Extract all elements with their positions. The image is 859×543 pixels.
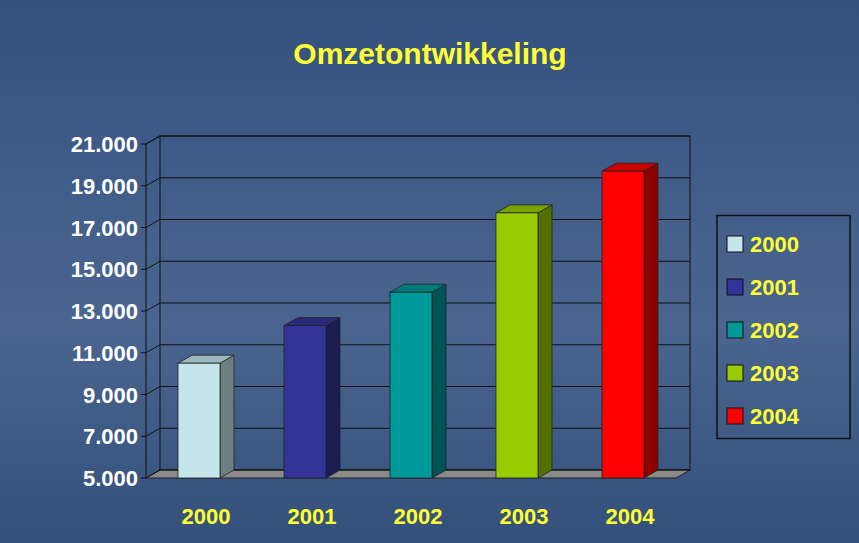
tick-mark bbox=[141, 311, 146, 312]
grid-line-side bbox=[146, 387, 160, 395]
bar-top bbox=[496, 205, 552, 213]
legend-swatch bbox=[727, 279, 743, 295]
legend-label: 2000 bbox=[750, 232, 799, 257]
legend-label: 2004 bbox=[750, 404, 800, 429]
y-tick-label: 15.000 bbox=[71, 257, 138, 282]
grid-line-side bbox=[146, 428, 160, 436]
tick-mark bbox=[141, 269, 146, 270]
x-tick-label: 2004 bbox=[606, 504, 656, 529]
bar bbox=[390, 292, 432, 478]
y-tick-label: 13.000 bbox=[71, 299, 138, 324]
y-tick-label: 17.000 bbox=[71, 216, 138, 241]
grid-line-side bbox=[146, 136, 160, 144]
y-tick-label: 19.000 bbox=[71, 174, 138, 199]
wall-edge bbox=[146, 136, 160, 144]
bar-top bbox=[390, 284, 446, 292]
legend-label: 2003 bbox=[750, 361, 799, 386]
grid-line bbox=[160, 136, 690, 137]
legend-swatch bbox=[727, 236, 743, 252]
grid-line-side bbox=[146, 220, 160, 228]
tick-mark bbox=[141, 227, 146, 228]
grid-line-side bbox=[146, 261, 160, 269]
bar-side bbox=[644, 163, 658, 478]
x-tick-label: 2001 bbox=[288, 504, 337, 529]
bar-top bbox=[602, 163, 658, 171]
y-tick-label: 21.000 bbox=[71, 132, 138, 157]
tick-mark bbox=[141, 478, 146, 479]
tick-mark bbox=[141, 436, 146, 437]
legend-box bbox=[717, 216, 850, 439]
y-tick-label: 7.000 bbox=[83, 424, 138, 449]
bar-side bbox=[538, 205, 552, 478]
y-tick-label: 5.000 bbox=[83, 466, 138, 491]
background bbox=[0, 0, 859, 543]
legend-swatch bbox=[727, 365, 743, 381]
bar-side bbox=[326, 318, 340, 478]
legend-swatch bbox=[727, 322, 743, 338]
bars bbox=[178, 163, 658, 478]
chart-title: Omzetontwikkeling bbox=[293, 37, 566, 70]
bar-top bbox=[284, 318, 340, 326]
legend-swatch bbox=[727, 408, 743, 424]
bar-side bbox=[220, 355, 234, 478]
bar bbox=[602, 171, 644, 478]
legend-label: 2002 bbox=[750, 318, 799, 343]
chart: Omzetontwikkeling 5.000 7.000 9.000 11.000 13… bbox=[0, 0, 859, 543]
bar bbox=[496, 213, 538, 478]
grid-line-side bbox=[146, 345, 160, 353]
bar bbox=[284, 326, 326, 478]
tick-mark bbox=[141, 394, 146, 395]
grid-line-side bbox=[146, 303, 160, 311]
x-tick-label: 2002 bbox=[394, 504, 443, 529]
tick-mark bbox=[141, 352, 146, 353]
grid-line-side bbox=[146, 470, 160, 478]
bar-side bbox=[432, 284, 446, 478]
y-tick-label: 11.000 bbox=[72, 341, 138, 366]
bar bbox=[178, 363, 220, 478]
x-tick-label: 2003 bbox=[500, 504, 549, 529]
tick-mark bbox=[141, 185, 146, 186]
y-tick-label: 9.000 bbox=[83, 383, 138, 408]
bar-top bbox=[178, 355, 234, 363]
legend-label: 2001 bbox=[750, 275, 799, 300]
grid-line-side bbox=[146, 178, 160, 186]
x-tick-label: 2000 bbox=[182, 504, 231, 529]
tick-mark bbox=[141, 144, 146, 145]
